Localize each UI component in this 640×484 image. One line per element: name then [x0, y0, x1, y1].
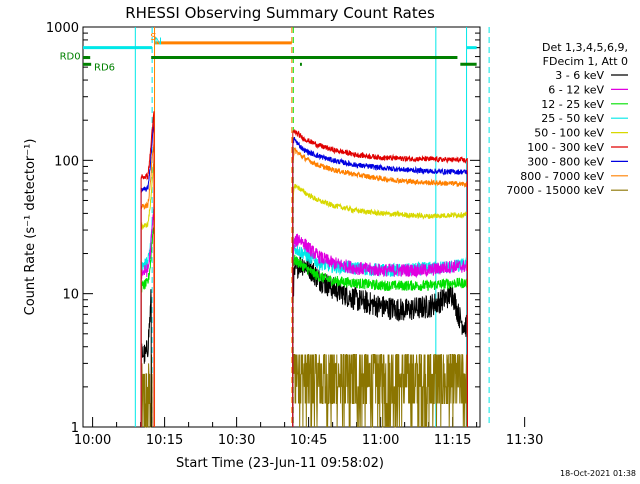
- y-tick-label: 100: [54, 154, 79, 169]
- tick-marks: [83, 26, 526, 428]
- series-line-3-6-kev: [140, 289, 152, 427]
- series-line-6-12-kev: [292, 233, 468, 428]
- legend-entry-label: 3 - 6 keV: [555, 69, 604, 82]
- series-line-100-300-kev: [292, 129, 468, 428]
- plot-frame: [82, 26, 481, 428]
- series-line-6-12-kev: [140, 200, 155, 427]
- series-300-800-kev: [140, 117, 468, 428]
- flag-label-s: S: [150, 32, 156, 43]
- x-tick-label: 10:45: [290, 433, 327, 448]
- series-line-100-300-kev: [140, 111, 155, 427]
- instrument-flags: SN RD0 RD6: [60, 32, 477, 73]
- flag-label-rd6: RD6: [94, 62, 115, 73]
- legend-entry-label: 6 - 12 keV: [548, 83, 604, 96]
- x-tick-label: 10:00: [74, 433, 111, 448]
- series-line-12-25-kev: [292, 254, 468, 428]
- series-100-300-kev: [140, 111, 468, 428]
- legend-header: FDecim 1, Att 0: [543, 55, 628, 68]
- series-line-300-800-kev: [292, 136, 468, 428]
- x-tick-label: 11:15: [434, 433, 471, 448]
- series-line-300-800-kev: [140, 117, 155, 427]
- series-line-800-7000-kev: [292, 147, 468, 428]
- series-7000-15000-kev: [140, 354, 468, 428]
- legend-entry-label: 800 - 7000 keV: [520, 170, 604, 183]
- legend-entry-label: 25 - 50 keV: [541, 112, 604, 125]
- x-axis-label: Start Time (23-Jun-11 09:58:02): [176, 456, 384, 471]
- x-tick-label: 10:15: [146, 433, 183, 448]
- legend: Det 1,3,4,5,6,9,FDecim 1, Att 03 - 6 keV…: [506, 41, 628, 197]
- tick-labels: 10:00 10:15 10:30 10:45 11:00 11:15 11:30 1 10 10…: [46, 21, 543, 448]
- series-line-50-100-kev: [140, 157, 155, 427]
- series-line-800-7000-kev: [140, 143, 155, 427]
- legend-entry-label: 7000 - 15000 keV: [506, 184, 604, 197]
- series-line-12-25-kev: [140, 221, 155, 427]
- series-50-100-kev: [140, 157, 468, 428]
- count-rate-series: [140, 111, 468, 428]
- series-line-50-100-kev: [292, 183, 468, 428]
- legend-entry-label: 300 - 800 keV: [527, 155, 604, 168]
- series-6-12-kev: [140, 200, 468, 428]
- series-line-7000-15000-kev: [292, 354, 468, 428]
- y-tick-label: 1000: [46, 21, 79, 36]
- x-tick-label: 11:30: [506, 433, 543, 448]
- legend-entry-label: 12 - 25 keV: [541, 98, 604, 111]
- flag-label-rd0: RD0: [60, 52, 81, 63]
- series-line-25-50-kev: [140, 205, 155, 427]
- series-800-7000-kev: [140, 143, 468, 428]
- series-line-7000-15000-kev: [140, 354, 153, 428]
- y-tick-label: 10: [62, 288, 79, 303]
- legend-entry-label: 100 - 300 keV: [527, 141, 604, 154]
- chart-title: RHESSI Observing Summary Count Rates: [125, 4, 435, 22]
- y-tick-label: 1: [71, 421, 79, 436]
- x-tick-label: 10:30: [218, 433, 255, 448]
- series-12-25-kev: [140, 221, 468, 428]
- x-tick-label: 11:00: [362, 433, 399, 448]
- legend-entry-label: 50 - 100 keV: [534, 127, 604, 140]
- y-axis-label: Count Rate (s⁻¹ detector⁻¹): [23, 139, 38, 316]
- footer-timestamp: 18-Oct-2021 01:38: [560, 469, 636, 478]
- legend-header: Det 1,3,4,5,6,9,: [542, 41, 628, 54]
- flag-label-n: N: [155, 37, 162, 48]
